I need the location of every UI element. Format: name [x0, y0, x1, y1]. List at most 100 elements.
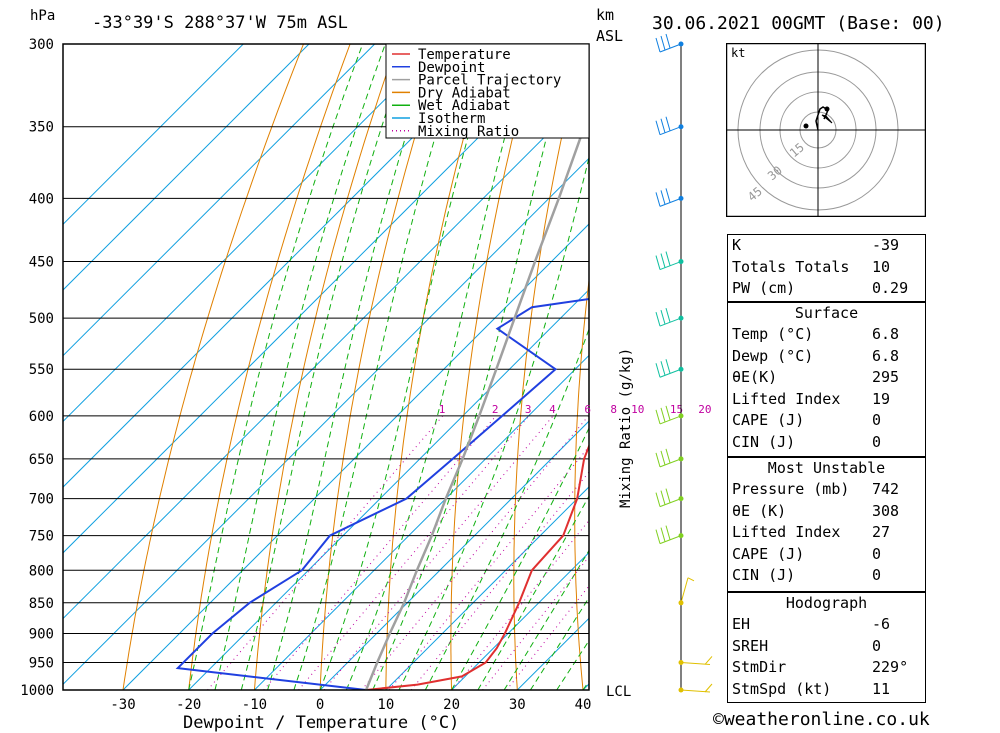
pressure-tick-label: 850 — [29, 596, 54, 612]
most-unstable-box: Most Unstable Pressure (mb) 742 θE (K) 308… — [727, 457, 926, 592]
wind-barb — [655, 525, 682, 545]
isotherm-line — [516, 617, 589, 690]
isotherm-line — [319, 420, 589, 690]
surface-title: Surface — [794, 304, 859, 322]
wind-barb-feather — [660, 450, 666, 465]
hodo-row-value: 0 — [872, 636, 882, 655]
legend-label: Temperature — [418, 47, 511, 63]
mixing-ratio-line — [323, 415, 554, 690]
dewpoint-profile — [175, 298, 589, 690]
wet-adiabat-line — [188, 44, 364, 690]
wet-adiabat-line — [556, 639, 589, 690]
wind-barb-feather — [665, 33, 671, 49]
legend-label: Dry Adiabat — [418, 85, 511, 101]
hodograph-box: Hodograph EH -6 SREH 0 StmDir 229° StmSpd (… — [727, 592, 926, 703]
km-label: km — [596, 6, 615, 24]
wind-barb-feather — [655, 363, 661, 378]
wind-barb-staff — [659, 458, 682, 468]
hodo-row-value: 229° — [872, 658, 909, 676]
temperature-tick-label: 40 — [575, 697, 592, 713]
mixing-ratio-label: 1 — [439, 403, 446, 416]
mu-row-label: Pressure (mb) — [732, 480, 850, 498]
surface-row-value: 19 — [872, 389, 891, 408]
hodo-row-label: StmDir — [732, 658, 787, 676]
wind-barb — [655, 33, 682, 53]
wet-adiabat-line — [267, 44, 436, 690]
wind-barb — [680, 683, 713, 693]
wind-barb-feather — [655, 120, 661, 135]
location-title: -33°39'S 288°37'W 75m ASL — [92, 13, 348, 33]
hodo-row-label: EH — [732, 615, 751, 633]
wind-barb-feather — [660, 361, 666, 376]
x-axis-label: Dewpoint / Temperature (°C) — [183, 713, 459, 733]
wet-adiabat-line — [345, 44, 531, 690]
mixing-ratio-label: 15 — [670, 403, 683, 416]
surface-row-label: Temp (°C) — [732, 325, 814, 343]
wind-barb-feather — [655, 255, 661, 270]
pressure-tick-label: 600 — [29, 409, 54, 425]
skewt-chart: 3003504004505005506006507007508008509009… — [20, 8, 713, 733]
wind-barb-feather — [660, 490, 666, 505]
dry-adiabat-line — [385, 44, 491, 690]
temperature-tick-label: 10 — [377, 697, 394, 713]
wind-barb-staff — [659, 317, 682, 327]
wind-barb-feather — [655, 529, 661, 544]
k-index-value: -39 — [872, 236, 900, 254]
mixing-ratio-label: 10 — [631, 403, 644, 416]
totals-totals-value: 10 — [872, 257, 891, 276]
parcel-trajectory-profile — [364, 112, 589, 690]
wind-barb-feather — [655, 311, 661, 327]
wind-barb — [680, 577, 695, 603]
hpa-label: hPa — [30, 8, 55, 24]
isotherm-line — [63, 44, 310, 291]
wind-barb-staff — [680, 577, 689, 603]
wind-barb-feather — [665, 405, 671, 421]
mixing-ratio-label: 6 — [584, 403, 591, 416]
most-unstable-title: Most Unstable — [767, 459, 886, 477]
wind-barb-feather — [687, 577, 695, 582]
storm-motion-arrow — [821, 114, 833, 124]
temperature-tick-label: 20 — [443, 697, 460, 713]
mixing-ratio-label: 20 — [698, 403, 711, 416]
wind-barb-feather — [655, 37, 661, 53]
totals-totals-label: Totals Totals — [732, 257, 850, 276]
wet-adiabat-line — [424, 327, 589, 690]
wind-barb-feather — [655, 409, 661, 425]
wind-barb-staff — [659, 535, 682, 545]
temperature-tick-label: 30 — [509, 697, 526, 713]
wind-barb-feather — [655, 492, 661, 507]
hodo-row-label: SREH — [732, 636, 769, 655]
mu-row-value: 742 — [872, 480, 900, 498]
wind-barb-feather — [660, 190, 666, 205]
wind-barb-staff — [659, 498, 682, 508]
wind-barb-feather — [665, 525, 671, 540]
hodograph-unit-label: kt — [731, 46, 745, 60]
mu-row-label: CIN (J) — [732, 566, 796, 584]
wet-adiabat-line — [372, 44, 572, 690]
mu-row-value: 0 — [872, 566, 882, 584]
wind-barb-feather — [655, 192, 661, 207]
isotherm-line — [450, 551, 589, 690]
wet-adiabat-line — [582, 680, 589, 690]
pressure-tick-label: 650 — [29, 452, 54, 468]
credit-link[interactable]: ©weatheronline.co.uk — [713, 709, 930, 730]
mixing-ratio-label: 2 — [492, 403, 499, 416]
wind-barb-feather — [660, 309, 666, 325]
isotherm-line — [188, 289, 589, 690]
wet-adiabat-line — [451, 426, 589, 690]
pressure-tick-label: 950 — [29, 655, 54, 671]
surface-row-value: 0 — [872, 411, 882, 429]
pressure-tick-label: 300 — [29, 37, 54, 53]
isotherm-line — [63, 44, 507, 488]
wind-barb-feather — [665, 307, 671, 323]
legend-label: Wet Adiabat — [418, 98, 511, 114]
pressure-tick-label: 450 — [29, 255, 54, 271]
wet-adiabat-line — [293, 44, 464, 690]
surface-row-value: 0 — [872, 432, 882, 451]
legend-label: Dewpoint — [418, 60, 485, 76]
hodo-row-value: 11 — [872, 679, 891, 698]
wind-barb-staff — [659, 415, 682, 425]
wind-barb-feather — [655, 452, 661, 467]
wind-barb-feather — [665, 488, 671, 503]
